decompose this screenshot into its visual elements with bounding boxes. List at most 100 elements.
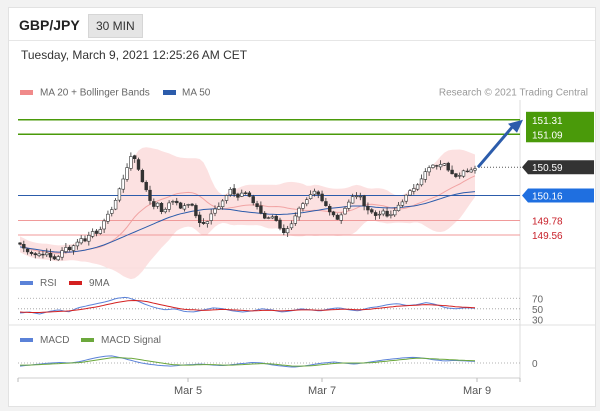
candle-body [320, 193, 324, 202]
candle-body [259, 205, 263, 214]
candle-body [102, 220, 106, 230]
forecast-arrow-head [508, 119, 523, 133]
candle-body [454, 173, 458, 177]
legend-swatch-rsi-ma [69, 281, 82, 285]
candle-body [457, 175, 462, 177]
candle-body [435, 165, 439, 167]
candle-body [423, 171, 427, 180]
legend-rsi-ma: 9MA [89, 278, 110, 289]
candle-body [87, 235, 91, 242]
legend-macd-signal: MACD Signal [101, 335, 161, 346]
candle-body [297, 207, 301, 218]
candle-body [316, 191, 320, 195]
candle-body [243, 192, 248, 194]
time-tick-label: Mar 7 [308, 385, 336, 397]
candle-body [220, 200, 225, 207]
candle-body [335, 214, 340, 220]
candle-body [419, 178, 424, 186]
timestamp: Tuesday, March 9, 2021 12:25:26 AM CET [21, 48, 248, 62]
pivot-label: 150.16 [532, 192, 563, 203]
macd-signal-line [20, 357, 476, 367]
candle-body [41, 253, 45, 256]
candle-body [64, 247, 68, 252]
candle-body [370, 209, 374, 213]
candle-body [438, 164, 443, 168]
candle-body [140, 170, 145, 183]
candle-body [106, 213, 110, 222]
candle-body [278, 219, 282, 229]
candle-body [251, 196, 255, 204]
candle-body [412, 188, 416, 192]
candle-body [213, 208, 217, 214]
candle-body [29, 252, 34, 254]
legend-bollinger: MA 20 + Bollinger Bands [40, 88, 150, 99]
candle-body [152, 201, 156, 207]
candle-body [415, 184, 420, 190]
chart-card: GBP/JPY 30 MIN Tuesday, March 9, 2021 12… [8, 7, 596, 407]
last-price-tag [522, 160, 594, 175]
candle-body [94, 230, 99, 234]
candle-body [327, 206, 332, 213]
rsi-line [19, 296, 476, 315]
candle-body [167, 202, 171, 210]
candle-body [194, 205, 198, 217]
candle-body [175, 200, 179, 204]
candle-body [285, 228, 290, 234]
candle-body [121, 178, 125, 190]
candle-body [52, 256, 57, 260]
candle-body [339, 214, 343, 221]
candle-body [289, 223, 294, 229]
candle-body [450, 169, 454, 175]
timeframe-button[interactable]: 30 MIN [88, 14, 143, 38]
last-price-label: 150.59 [532, 163, 563, 174]
candle-body [22, 244, 26, 249]
candle-body [347, 201, 351, 209]
target-tag-box [526, 111, 594, 143]
candle-body [461, 170, 466, 177]
macd-line [19, 355, 476, 368]
candle-body [136, 159, 141, 170]
candle-body [366, 206, 370, 211]
candle-body [274, 216, 278, 221]
candle-body [377, 213, 382, 216]
candle-body [373, 212, 378, 216]
legend-swatch-rsi [20, 281, 33, 285]
legend-swatch-ma50 [163, 90, 176, 95]
support-label: 149.78 [532, 217, 563, 228]
candle-body [308, 194, 313, 199]
candle-body [354, 195, 359, 198]
candle-body [98, 229, 103, 234]
candle-body [144, 182, 148, 191]
candle-body [155, 202, 160, 207]
candle-body [148, 189, 152, 201]
candle-body [198, 214, 202, 223]
candle-body [37, 253, 41, 256]
candle-body [312, 190, 317, 195]
legend-rsi: RSI [40, 278, 57, 289]
candle-body [396, 204, 401, 211]
candle-body [446, 162, 450, 171]
candle-body [465, 170, 470, 173]
candle-body [442, 163, 447, 166]
candle-body [232, 188, 236, 195]
candle-body [56, 256, 60, 261]
candle-body [400, 201, 405, 206]
legend-swatch-bollinger [20, 90, 33, 95]
candle-body [171, 201, 175, 203]
candle-body [182, 205, 187, 210]
instrument-title: GBP/JPY [19, 17, 80, 33]
candle-body [113, 200, 118, 210]
time-tick-label: Mar 5 [174, 385, 202, 397]
candle-body [385, 210, 389, 217]
candle-body [117, 188, 122, 201]
candle-body [266, 217, 271, 219]
macd-tick-label: 0 [532, 359, 538, 370]
candle-body [255, 203, 259, 208]
candle-body [427, 167, 431, 173]
candle-body [431, 164, 435, 168]
legend-ma50: MA 50 [182, 88, 211, 99]
candle-body [190, 203, 194, 206]
legend-macd: MACD [40, 335, 69, 346]
